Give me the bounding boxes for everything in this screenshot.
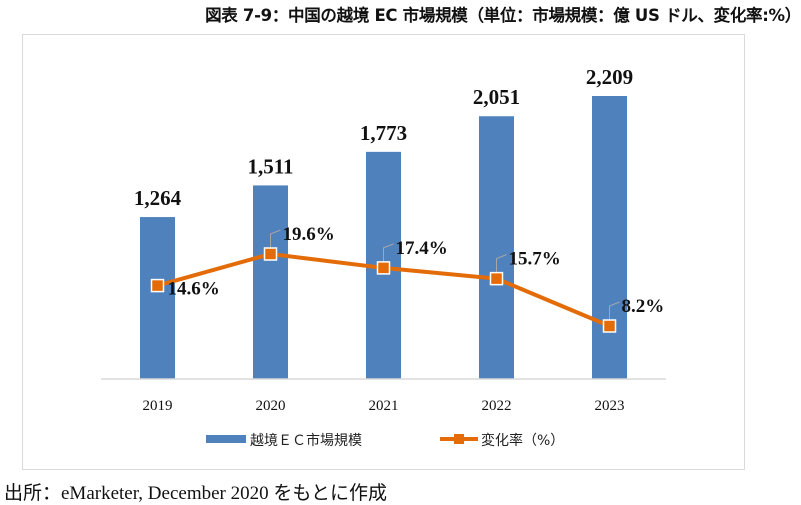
line-value-label: 8.2% bbox=[622, 296, 665, 317]
leader-line bbox=[496, 254, 507, 274]
bar-value-label: 2,051 bbox=[473, 85, 520, 109]
line-marker bbox=[263, 247, 278, 261]
chart-frame: 1,264 1,511 1,773 2,051 2,209 2019 2020 2021 20… bbox=[22, 34, 745, 470]
legend: 越境ＥＣ市場規模 変化率（%） bbox=[206, 432, 564, 449]
line-marker bbox=[150, 278, 165, 293]
line-value-label: 17.4% bbox=[396, 238, 448, 259]
chart: 1,264 1,511 1,773 2,051 2,209 2019 2020 2021 20… bbox=[101, 65, 666, 449]
chart-title: 図表 7-9：中国の越境 EC 市場規模（単位：市場規模：億 US ドル、変化率… bbox=[205, 6, 801, 25]
line-value-label: 19.6% bbox=[283, 224, 335, 245]
x-tick-label: 2020 bbox=[256, 398, 286, 414]
leader-line bbox=[609, 301, 620, 321]
bar-value-label: 1,511 bbox=[247, 154, 293, 178]
legend-swatch-marker bbox=[454, 434, 464, 444]
x-tick-label: 2022 bbox=[482, 398, 512, 414]
line-value-label: 15.7% bbox=[509, 249, 561, 270]
legend-label-bar: 越境ＥＣ市場規模 bbox=[250, 432, 362, 449]
bar-2023 bbox=[592, 96, 627, 379]
line-marker bbox=[602, 319, 617, 333]
bar-value-label: 2,209 bbox=[586, 65, 633, 89]
line-value-label: 14.6% bbox=[168, 279, 220, 300]
bar-value-label: 1,264 bbox=[134, 186, 182, 210]
bar-value-label: 1,773 bbox=[360, 121, 407, 145]
x-tick-label: 2021 bbox=[369, 398, 399, 414]
x-tick-label: 2019 bbox=[143, 398, 173, 414]
leader-line bbox=[383, 243, 394, 263]
legend-swatch-bar bbox=[206, 435, 246, 443]
bar-2022 bbox=[479, 116, 514, 380]
leader-line bbox=[270, 229, 281, 249]
bar-2020 bbox=[253, 185, 288, 379]
x-tick-label: 2023 bbox=[595, 398, 625, 414]
legend-label-line: 変化率（%） bbox=[481, 432, 564, 449]
source-note: 出所：eMarketer, December 2020 をもとに作成 bbox=[4, 483, 387, 504]
bar-2019 bbox=[140, 217, 175, 379]
line-marker bbox=[489, 271, 504, 286]
line-marker bbox=[376, 261, 391, 275]
